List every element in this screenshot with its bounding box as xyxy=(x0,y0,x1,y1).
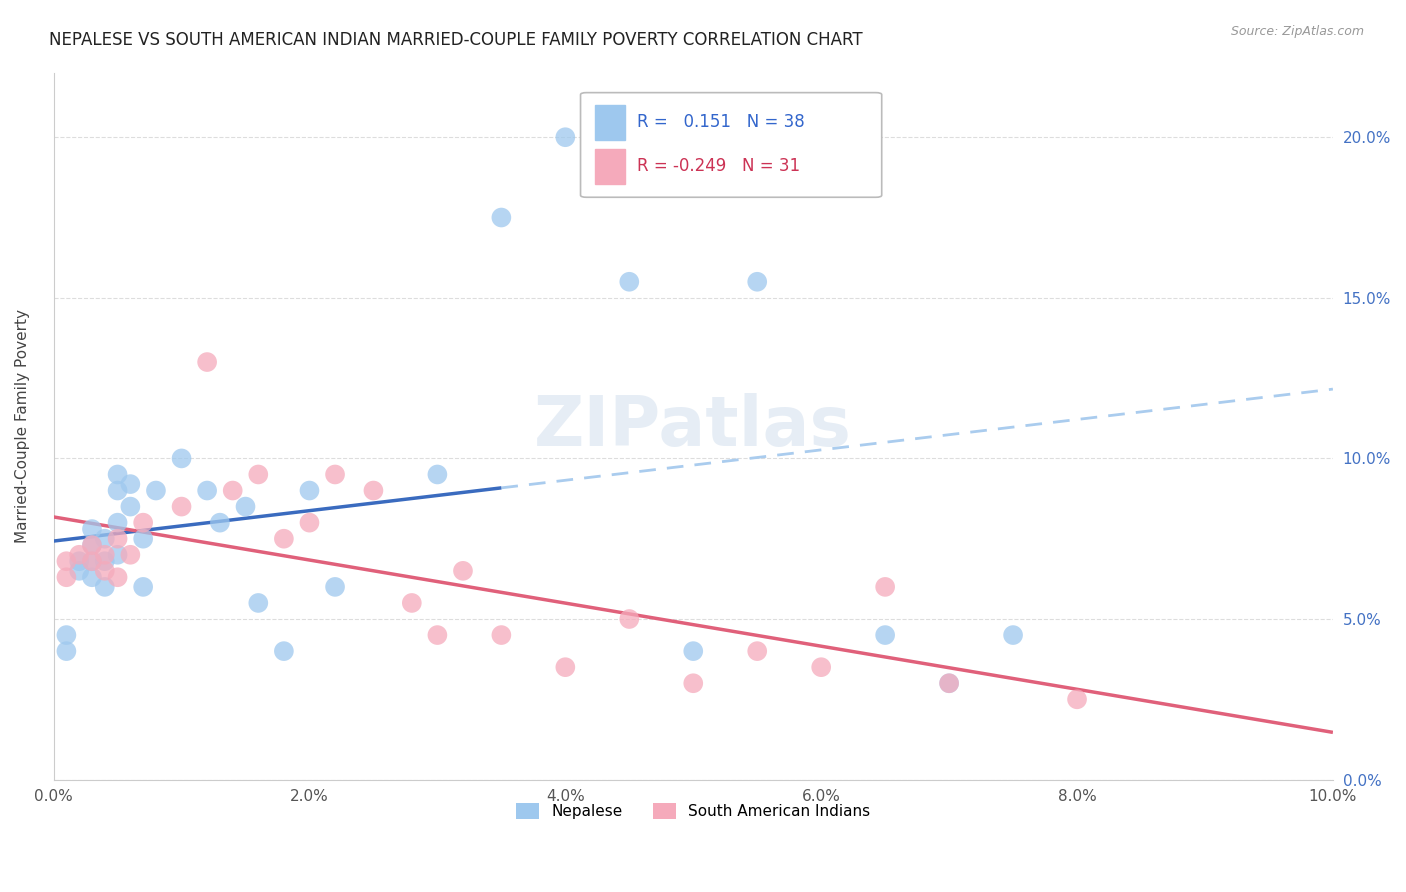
Point xyxy=(222,483,245,498)
Point xyxy=(298,516,321,530)
Point xyxy=(235,500,257,514)
Point xyxy=(107,516,129,530)
Point xyxy=(682,644,704,658)
Text: Source: ZipAtlas.com: Source: ZipAtlas.com xyxy=(1230,25,1364,38)
Point xyxy=(810,162,832,177)
Point xyxy=(107,467,129,482)
Bar xyxy=(595,105,624,140)
Point xyxy=(67,564,90,578)
Point xyxy=(132,532,155,546)
Point xyxy=(170,500,193,514)
Point xyxy=(80,570,103,584)
Point xyxy=(938,676,960,690)
Point xyxy=(273,532,295,546)
Point xyxy=(491,628,513,642)
Point xyxy=(810,660,832,674)
Point xyxy=(747,275,769,289)
Point xyxy=(426,467,449,482)
Point xyxy=(80,538,103,552)
Point xyxy=(682,676,704,690)
Point xyxy=(747,644,769,658)
Point xyxy=(323,580,346,594)
Point xyxy=(80,522,103,536)
Point xyxy=(323,467,346,482)
Point xyxy=(67,548,90,562)
Point xyxy=(195,355,218,369)
Point xyxy=(363,483,385,498)
Point xyxy=(94,554,117,568)
Point xyxy=(875,580,897,594)
Point xyxy=(55,570,77,584)
Point xyxy=(107,483,129,498)
Point xyxy=(55,644,77,658)
Legend: Nepalese, South American Indians: Nepalese, South American Indians xyxy=(510,797,876,825)
Point xyxy=(247,596,270,610)
Point xyxy=(875,628,897,642)
Point xyxy=(132,580,155,594)
Point xyxy=(94,580,117,594)
Point xyxy=(107,532,129,546)
Text: NEPALESE VS SOUTH AMERICAN INDIAN MARRIED-COUPLE FAMILY POVERTY CORRELATION CHAR: NEPALESE VS SOUTH AMERICAN INDIAN MARRIE… xyxy=(49,31,863,49)
Point xyxy=(491,211,513,225)
Point xyxy=(80,554,103,568)
Point xyxy=(132,516,155,530)
Text: ZIPatlas: ZIPatlas xyxy=(534,392,852,459)
Point xyxy=(619,612,641,626)
Point xyxy=(55,628,77,642)
Point xyxy=(67,554,90,568)
Point xyxy=(170,451,193,466)
Point xyxy=(94,564,117,578)
Point xyxy=(298,483,321,498)
Point xyxy=(273,644,295,658)
Y-axis label: Married-Couple Family Poverty: Married-Couple Family Poverty xyxy=(15,310,30,543)
Point xyxy=(55,554,77,568)
FancyBboxPatch shape xyxy=(581,93,882,197)
Point xyxy=(938,676,960,690)
Point xyxy=(554,660,576,674)
Point xyxy=(451,564,474,578)
Point xyxy=(94,548,117,562)
Point xyxy=(107,570,129,584)
Point xyxy=(401,596,423,610)
Point xyxy=(554,130,576,145)
Bar xyxy=(595,149,624,184)
Point xyxy=(120,548,142,562)
Point xyxy=(107,548,129,562)
Point xyxy=(247,467,270,482)
Point xyxy=(619,275,641,289)
Point xyxy=(1002,628,1025,642)
Text: R =   0.151   N = 38: R = 0.151 N = 38 xyxy=(637,113,804,131)
Point xyxy=(426,628,449,642)
Point xyxy=(208,516,231,530)
Point xyxy=(120,500,142,514)
Point xyxy=(94,532,117,546)
Point xyxy=(80,538,103,552)
Point xyxy=(120,477,142,491)
Point xyxy=(145,483,167,498)
Point xyxy=(195,483,218,498)
Point xyxy=(80,554,103,568)
Text: R = -0.249   N = 31: R = -0.249 N = 31 xyxy=(637,157,800,175)
Point xyxy=(1066,692,1088,706)
